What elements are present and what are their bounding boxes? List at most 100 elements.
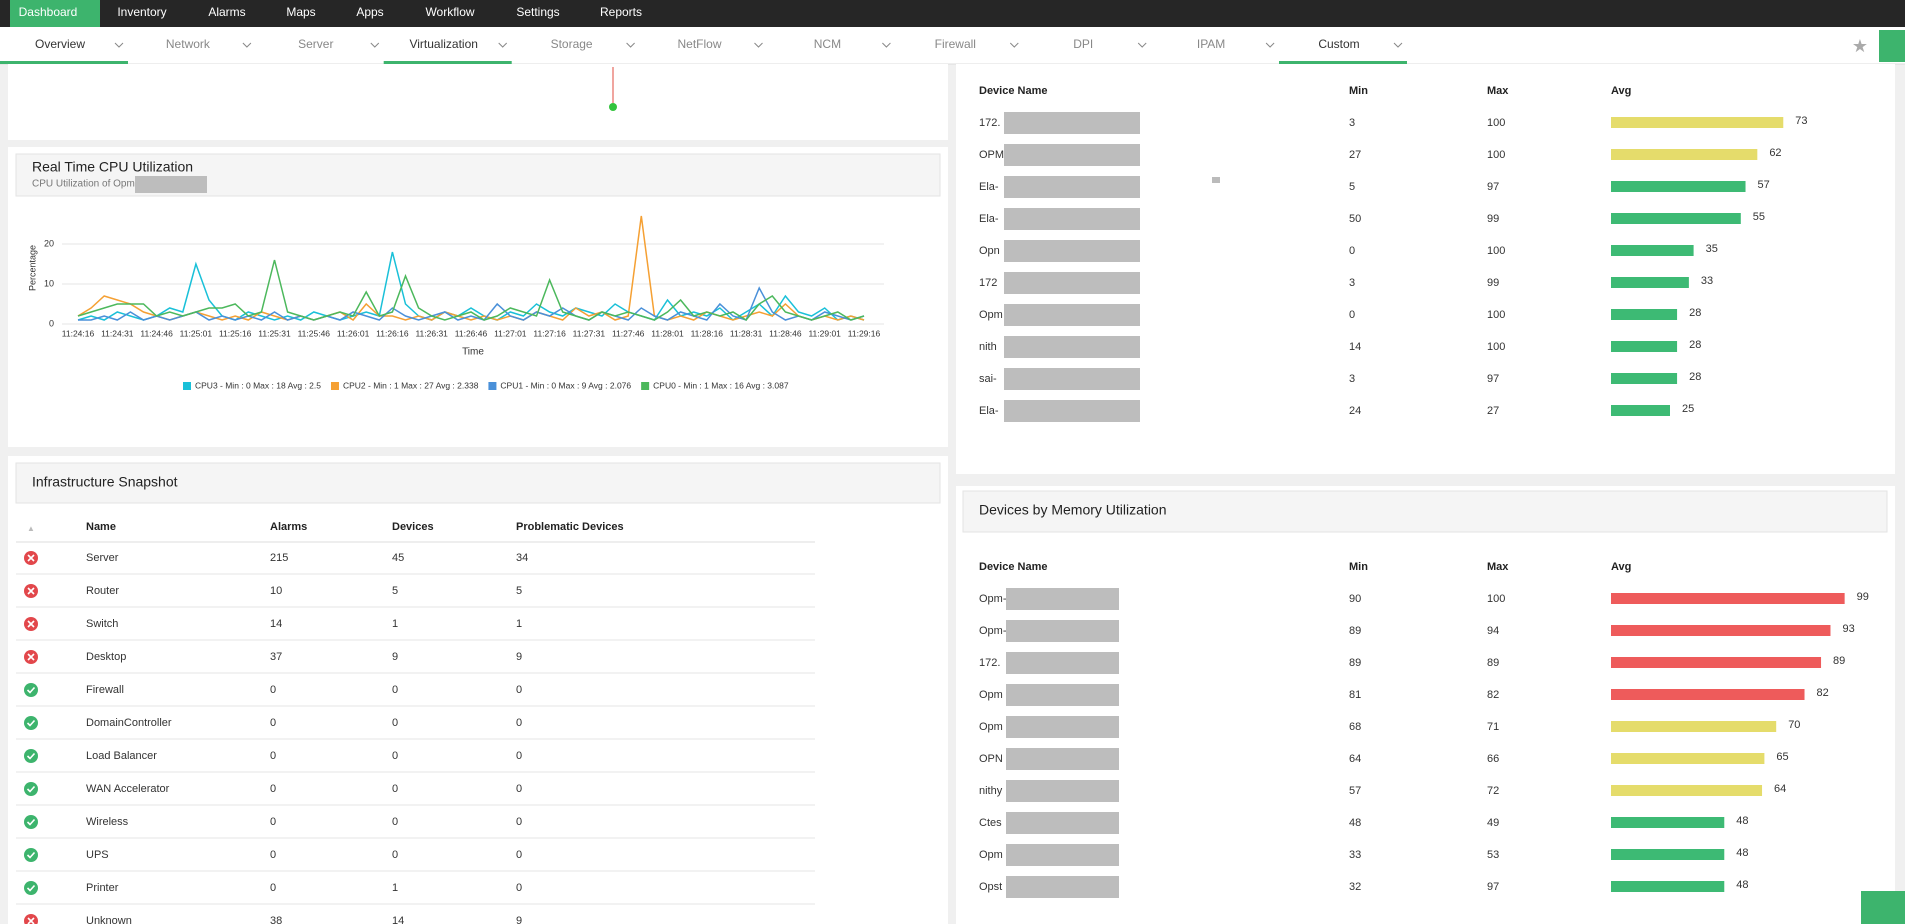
max-value: 71 <box>1487 721 1499 733</box>
redaction <box>1004 400 1140 422</box>
cell[interactable]: Desktop <box>86 651 126 663</box>
avg-bar <box>1611 149 1758 160</box>
tab[interactable]: NCM <box>814 37 841 51</box>
cell: 37 <box>270 651 282 663</box>
x-tick-label: 11:24:46 <box>140 328 173 338</box>
x-tick-label: 11:27:31 <box>573 328 606 338</box>
cell: 0 <box>270 684 276 696</box>
avg-bar <box>1611 657 1822 668</box>
redaction <box>1006 844 1119 866</box>
tab-chevron <box>1265 42 1275 48</box>
cell: 0 <box>392 783 398 795</box>
cell[interactable]: Printer <box>86 882 119 894</box>
tab[interactable]: Custom <box>1318 37 1359 51</box>
avg-bar <box>1611 213 1741 224</box>
avg-bar <box>1611 181 1746 192</box>
x-tick-label: 11:27:16 <box>533 328 566 338</box>
decor <box>1212 177 1220 183</box>
nav-item[interactable]: Settings <box>516 5 559 19</box>
device-name: Opm <box>979 689 1003 701</box>
redaction <box>1004 368 1140 390</box>
avg-label: 93 <box>1842 623 1854 635</box>
nav-item[interactable]: Inventory <box>117 5 166 19</box>
nav-item[interactable]: Maps <box>286 5 315 19</box>
x-tick-label: 11:29:01 <box>808 328 841 338</box>
nav-item[interactable]: Reports <box>600 5 642 19</box>
nav-item[interactable]: Workflow <box>425 5 474 19</box>
nav-item[interactable]: Alarms <box>208 5 245 19</box>
avg-bar <box>1611 245 1694 256</box>
avg-label: 48 <box>1736 815 1748 827</box>
redaction <box>1004 272 1140 294</box>
tab[interactable]: Overview <box>35 37 85 51</box>
legend-entry[interactable]: CPU3 - Min : 0 Max : 18 Avg : 2.5 <box>195 380 321 390</box>
legend-swatch <box>183 382 191 390</box>
redaction <box>1004 336 1140 358</box>
status-glyph <box>26 818 36 826</box>
cell[interactable]: Firewall <box>86 684 124 696</box>
cell[interactable]: Load Balancer <box>86 750 157 762</box>
x-tick-label: 11:26:31 <box>415 328 448 338</box>
column-header: Name <box>86 521 116 533</box>
avg-label: 99 <box>1857 591 1869 603</box>
avg-bar <box>1611 341 1678 352</box>
redaction <box>1006 652 1119 674</box>
avg-label: 28 <box>1689 307 1701 319</box>
column-header: Problematic Devices <box>516 521 624 533</box>
cell: 5 <box>392 585 398 597</box>
redaction <box>1004 112 1140 134</box>
cell[interactable]: DomainController <box>86 717 172 729</box>
cpu-title: Real Time CPU Utilization <box>32 159 193 175</box>
status-glyph <box>26 752 36 760</box>
legend-entry[interactable]: CPU2 - Min : 1 Max : 27 Avg : 2.338 <box>343 380 479 390</box>
tab-chevron <box>754 42 763 48</box>
x-tick-label: 11:28:16 <box>691 328 724 338</box>
max-value: 100 <box>1487 593 1505 605</box>
tab[interactable]: Server <box>298 37 333 51</box>
avg-label: 28 <box>1689 371 1701 383</box>
tab[interactable]: Storage <box>551 37 593 51</box>
avg-label: 62 <box>1769 147 1781 159</box>
legend-entry[interactable]: CPU1 - Min : 0 Max : 9 Avg : 2.076 <box>500 380 631 390</box>
cell: 14 <box>392 915 404 924</box>
nav-item[interactable]: Apps <box>356 5 383 19</box>
cell[interactable]: Switch <box>86 618 118 630</box>
chat-button[interactable] <box>1861 891 1905 924</box>
x-tick-label: 11:25:16 <box>219 328 252 338</box>
nav-item[interactable]: Dashboard <box>19 5 78 19</box>
tab[interactable]: DPI <box>1073 37 1093 51</box>
tab[interactable]: IPAM <box>1197 37 1225 51</box>
x-tick-label: 11:25:31 <box>258 328 291 338</box>
cell[interactable]: Unknown <box>86 915 132 924</box>
avg-label: 33 <box>1701 275 1713 287</box>
favorite-star[interactable]: ★ <box>1852 36 1868 56</box>
min-value: 89 <box>1349 657 1361 669</box>
side-button[interactable] <box>1879 30 1905 62</box>
cell[interactable]: Router <box>86 585 119 597</box>
cell: 0 <box>270 816 276 828</box>
min-value: 50 <box>1349 213 1361 225</box>
max-value: 97 <box>1487 881 1499 893</box>
cell: 14 <box>270 618 282 630</box>
min-value: 0 <box>1349 309 1355 321</box>
cpu-line <box>78 286 865 321</box>
cell[interactable]: Server <box>86 552 119 564</box>
tab[interactable]: Virtualization <box>409 37 477 51</box>
cell[interactable]: WAN Accelerator <box>86 783 170 795</box>
avg-label: 73 <box>1795 115 1807 127</box>
tab[interactable]: Network <box>166 37 211 51</box>
redaction <box>135 176 207 193</box>
status-icon <box>24 716 38 730</box>
cell: 0 <box>392 849 398 861</box>
device-name: Ela- <box>979 181 999 193</box>
status-glyph <box>26 851 36 859</box>
tab[interactable]: NetFlow <box>677 37 721 51</box>
sort-icon[interactable]: ▲ <box>27 524 35 533</box>
memory-title: Devices by Memory Utilization <box>979 502 1167 518</box>
cell[interactable]: UPS <box>86 849 109 861</box>
tab[interactable]: Firewall <box>935 37 976 51</box>
min-value: 0 <box>1349 245 1355 257</box>
device-name: Opm <box>979 849 1003 861</box>
cell[interactable]: Wireless <box>86 816 129 828</box>
legend-entry[interactable]: CPU0 - Min : 1 Max : 16 Avg : 3.087 <box>653 380 789 390</box>
